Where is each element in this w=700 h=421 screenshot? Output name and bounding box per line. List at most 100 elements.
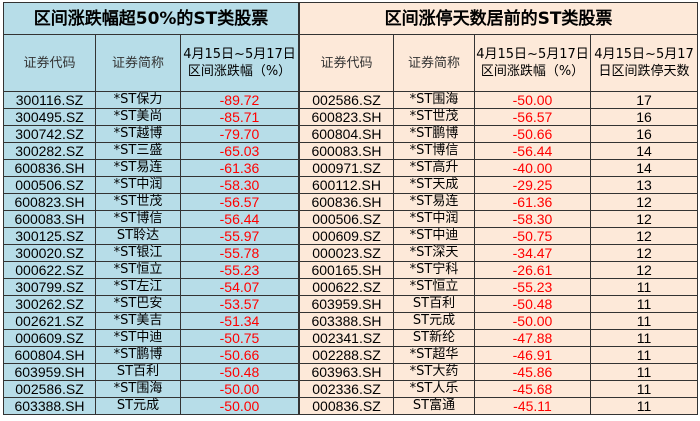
cell-change[interactable]: -85.71 xyxy=(180,108,299,126)
cell-change[interactable]: -58.30 xyxy=(474,210,591,228)
cell-change[interactable]: -50.75 xyxy=(474,227,591,245)
cell-limit-down-days[interactable]: 11 xyxy=(590,346,698,364)
cell-change[interactable]: -46.91 xyxy=(474,346,591,364)
cell-name[interactable]: *ST中迪 xyxy=(95,329,181,347)
cell-change[interactable]: -55.23 xyxy=(474,278,591,296)
cell-change[interactable]: -47.88 xyxy=(474,329,591,347)
cell-code[interactable]: 300125.SZ xyxy=(3,227,96,245)
cell-name[interactable]: *ST世茂 xyxy=(393,108,475,126)
cell-limit-down-days[interactable]: 12 xyxy=(590,227,698,245)
cell-code[interactable]: 000971.SZ xyxy=(299,159,394,177)
cell-change[interactable]: -50.66 xyxy=(474,125,591,143)
cell-code[interactable]: 600804.SH xyxy=(299,125,394,143)
cell-name[interactable]: ST聆达 xyxy=(95,227,181,245)
cell-code[interactable]: 000836.SZ xyxy=(299,397,394,415)
cell-change[interactable]: -65.03 xyxy=(180,142,299,160)
cell-name[interactable]: *ST世茂 xyxy=(95,193,181,211)
cell-change[interactable]: -89.72 xyxy=(180,91,299,109)
cell-code[interactable]: 603959.SH xyxy=(3,363,96,381)
cell-limit-down-days[interactable]: 11 xyxy=(590,329,698,347)
cell-name[interactable]: *ST宁科 xyxy=(393,261,475,279)
cell-change[interactable]: -54.07 xyxy=(180,278,299,296)
cell-code[interactable]: 600165.SH xyxy=(299,261,394,279)
cell-name[interactable]: *ST恒立 xyxy=(393,278,475,296)
cell-change[interactable]: -50.00 xyxy=(180,380,299,398)
cell-name[interactable]: *ST巴安 xyxy=(95,295,181,313)
cell-name[interactable]: ST新纶 xyxy=(393,329,475,347)
cell-name[interactable]: *ST鹏博 xyxy=(393,125,475,143)
cell-change[interactable]: -58.30 xyxy=(180,176,299,194)
cell-code[interactable]: 002288.SZ xyxy=(299,346,394,364)
cell-limit-down-days[interactable]: 16 xyxy=(590,125,698,143)
cell-code[interactable]: 002586.SZ xyxy=(299,91,394,109)
cell-name[interactable]: *ST易连 xyxy=(95,159,181,177)
cell-change[interactable]: -56.57 xyxy=(180,193,299,211)
cell-name[interactable]: *ST左江 xyxy=(95,278,181,296)
cell-code[interactable]: 603959.SH xyxy=(299,295,394,313)
cell-code[interactable]: 000023.SZ xyxy=(299,244,394,262)
cell-name[interactable]: *ST三盛 xyxy=(95,142,181,160)
cell-code[interactable]: 603963.SH xyxy=(299,363,394,381)
cell-name[interactable]: *ST天成 xyxy=(393,176,475,194)
cell-code[interactable]: 600823.SH xyxy=(3,193,96,211)
cell-limit-down-days[interactable]: 12 xyxy=(590,261,698,279)
cell-code[interactable]: 002621.SZ xyxy=(3,312,96,330)
cell-name[interactable]: *ST深天 xyxy=(393,244,475,262)
cell-change[interactable]: -55.97 xyxy=(180,227,299,245)
cell-name[interactable]: *ST高升 xyxy=(393,159,475,177)
cell-name[interactable]: ST元成 xyxy=(393,312,475,330)
cell-name[interactable]: *ST中润 xyxy=(95,176,181,194)
cell-limit-down-days[interactable]: 11 xyxy=(590,295,698,313)
cell-limit-down-days[interactable]: 11 xyxy=(590,278,698,296)
cell-code[interactable]: 300262.SZ xyxy=(3,295,96,313)
cell-name[interactable]: *ST越博 xyxy=(95,125,181,143)
cell-code[interactable]: 600112.SH xyxy=(299,176,394,194)
cell-name[interactable]: *ST超华 xyxy=(393,346,475,364)
cell-name[interactable]: *ST围海 xyxy=(95,380,181,398)
cell-code[interactable]: 600823.SH xyxy=(299,108,394,126)
cell-limit-down-days[interactable]: 12 xyxy=(590,210,698,228)
cell-name[interactable]: ST百利 xyxy=(95,363,181,381)
cell-name[interactable]: *ST易连 xyxy=(393,193,475,211)
cell-change[interactable]: -79.70 xyxy=(180,125,299,143)
cell-change[interactable]: -56.44 xyxy=(474,142,591,160)
cell-change[interactable]: -50.00 xyxy=(474,91,591,109)
cell-code[interactable]: 300282.SZ xyxy=(3,142,96,160)
cell-limit-down-days[interactable]: 14 xyxy=(590,159,698,177)
cell-name[interactable]: *ST大药 xyxy=(393,363,475,381)
cell-name[interactable]: *ST美尚 xyxy=(95,108,181,126)
cell-code[interactable]: 300742.SZ xyxy=(3,125,96,143)
cell-change[interactable]: -50.66 xyxy=(180,346,299,364)
cell-code[interactable]: 000622.SZ xyxy=(299,278,394,296)
cell-change[interactable]: -50.75 xyxy=(180,329,299,347)
cell-limit-down-days[interactable]: 11 xyxy=(590,312,698,330)
cell-change[interactable]: -50.48 xyxy=(474,295,591,313)
cell-limit-down-days[interactable]: 11 xyxy=(590,363,698,381)
cell-name[interactable]: ST百利 xyxy=(393,295,475,313)
cell-change[interactable]: -40.00 xyxy=(474,159,591,177)
cell-code[interactable]: 603388.SH xyxy=(299,312,394,330)
cell-limit-down-days[interactable]: 13 xyxy=(590,176,698,194)
cell-name[interactable]: *ST鹏博 xyxy=(95,346,181,364)
cell-code[interactable]: 002341.SZ xyxy=(299,329,394,347)
cell-name[interactable]: ST富通 xyxy=(393,397,475,415)
cell-limit-down-days[interactable]: 17 xyxy=(590,91,698,109)
cell-change[interactable]: -61.36 xyxy=(180,159,299,177)
cell-name[interactable]: *ST美吉 xyxy=(95,312,181,330)
cell-limit-down-days[interactable]: 11 xyxy=(590,397,698,415)
cell-name[interactable]: *ST中润 xyxy=(393,210,475,228)
cell-code[interactable]: 000622.SZ xyxy=(3,261,96,279)
cell-code[interactable]: 600083.SH xyxy=(299,142,394,160)
cell-code[interactable]: 300116.SZ xyxy=(3,91,96,109)
cell-change[interactable]: -50.00 xyxy=(180,397,299,415)
cell-code[interactable]: 000609.SZ xyxy=(3,329,96,347)
cell-code[interactable]: 300495.SZ xyxy=(3,108,96,126)
cell-name[interactable]: ST元成 xyxy=(95,397,181,415)
cell-change[interactable]: -34.47 xyxy=(474,244,591,262)
cell-limit-down-days[interactable]: 11 xyxy=(590,380,698,398)
cell-change[interactable]: -56.57 xyxy=(474,108,591,126)
cell-name[interactable]: *ST恒立 xyxy=(95,261,181,279)
cell-change[interactable]: -45.11 xyxy=(474,397,591,415)
cell-code[interactable]: 000609.SZ xyxy=(299,227,394,245)
cell-limit-down-days[interactable]: 12 xyxy=(590,193,698,211)
